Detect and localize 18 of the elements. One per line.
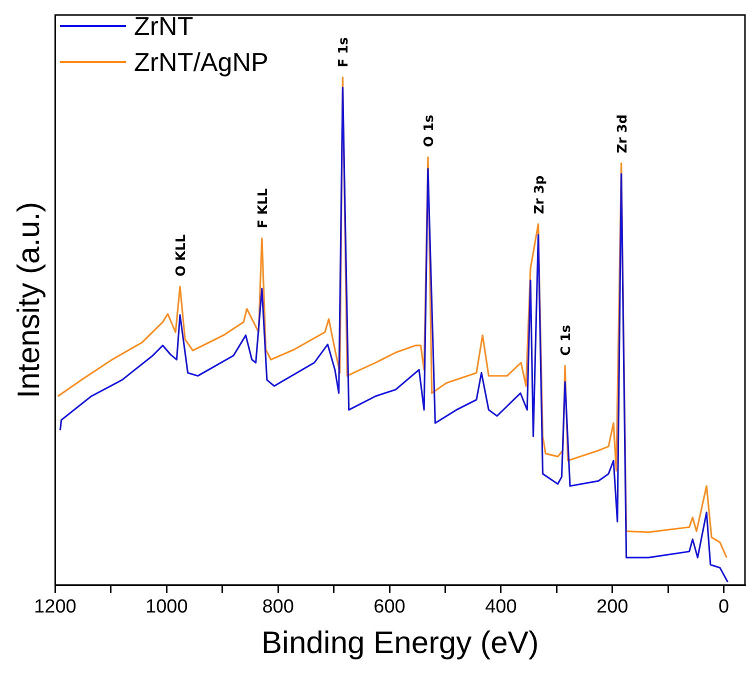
- x-tick-label: 1000: [145, 596, 188, 618]
- y-axis-title: Intensity (a.u.): [11, 202, 46, 398]
- x-tick-label: 800: [262, 596, 294, 618]
- annotation: Zr 3p: [532, 175, 548, 214]
- annotation: C 1s: [559, 324, 574, 356]
- annotation: O 1s: [422, 114, 437, 148]
- annotation: Zr 3d: [615, 114, 630, 154]
- annotation: O KLL: [174, 234, 190, 277]
- annotation: F KLL: [256, 188, 271, 228]
- x-tick-label: 600: [374, 596, 406, 618]
- annotation: F 1s: [336, 36, 352, 68]
- x-axis-title: Binding Energy (eV): [261, 624, 539, 660]
- x-tick-label: 1200: [34, 596, 76, 618]
- x-tick-label: 400: [485, 596, 517, 618]
- x-tick-label: 0: [718, 596, 730, 618]
- x-tick-label: 200: [596, 596, 628, 618]
- legend-label: ZrNT/AgNP: [134, 46, 268, 79]
- legend-label: ZrNT: [134, 10, 194, 43]
